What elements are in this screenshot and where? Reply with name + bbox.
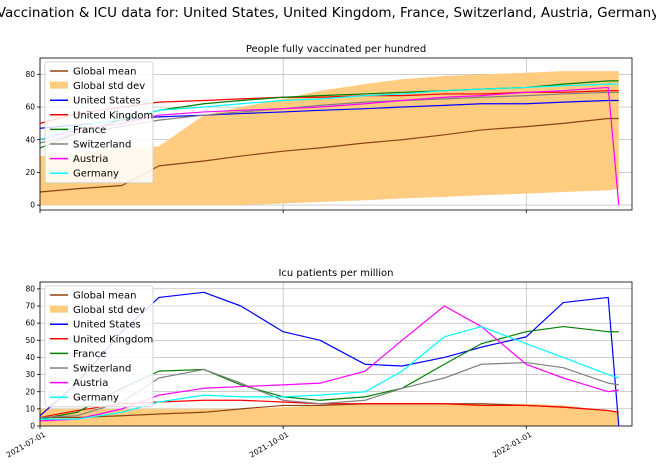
y-tick-label: 40: [25, 135, 35, 144]
legend-label-united-kingdom: United Kingdom: [73, 110, 153, 121]
x-tick-label: 2021-07-01: [5, 430, 47, 460]
y-tick-label: 20: [25, 387, 35, 396]
y-tick-label: 0: [30, 422, 35, 431]
legend-swatch-global-std: [50, 81, 68, 89]
legend-label-global-mean: Global mean: [73, 67, 136, 78]
y-tick-label: 30: [25, 370, 35, 379]
x-tick-label: 2022-01-01: [491, 430, 533, 460]
y-tick-label: 70: [25, 302, 35, 311]
legend-label-global-mean: Global mean: [73, 291, 136, 302]
legend-label-switzerland: Switzerland: [73, 364, 131, 375]
legend-label-austria: Austria: [73, 154, 108, 165]
legend-label-france: France: [73, 349, 106, 360]
legend-frame: [44, 285, 154, 408]
legend-label-austria: Austria: [73, 378, 108, 389]
figure-title: Vaccination & ICU data for: United State…: [0, 5, 656, 21]
axes-frame: [39, 57, 633, 211]
legend-label-global-std: Global std dev: [73, 305, 145, 316]
legend-label-germany: Germany: [73, 393, 119, 404]
y-tick-label: 0: [30, 201, 35, 210]
legend-label-global-std: Global std dev: [73, 81, 145, 92]
chart-vaccination: People fully vaccinated per hundred 0 20 4…: [25, 44, 633, 213]
y-tick-label: 80: [25, 70, 35, 79]
x-tick-label: 2021-10-01: [248, 430, 290, 460]
y-tick-label: 80: [25, 284, 35, 293]
y-tick-label: 40: [25, 353, 35, 362]
axes-frame: [39, 281, 633, 427]
y-tick-label: 10: [25, 404, 35, 413]
legend-label-france: France: [73, 125, 106, 136]
y-tick-label: 60: [25, 319, 35, 328]
chart-vaccination-title: People fully vaccinated per hundred: [246, 44, 426, 55]
chart-icu: Icu patients per million 0 10 20 30 40 50 60 70…: [5, 268, 633, 460]
std-dev-band: [40, 403, 619, 426]
legend-label-united-states: United States: [73, 96, 141, 107]
legend: Global mean Global std dev United States Un…: [44, 61, 154, 184]
legend-label-switzerland: Switzerland: [73, 140, 131, 151]
legend-swatch-global-std: [50, 305, 68, 313]
legend-label-germany: Germany: [73, 169, 119, 180]
legend-label-united-states: United States: [73, 320, 141, 331]
y-tick-label: 50: [25, 336, 35, 345]
legend-label-united-kingdom: United Kingdom: [73, 334, 153, 345]
legend-frame: [44, 61, 154, 184]
legend: Global mean Global std dev United States Un…: [44, 285, 154, 408]
y-tick-label: 20: [25, 168, 35, 177]
y-tick-label: 60: [25, 103, 35, 112]
chart-icu-title: Icu patients per million: [278, 268, 393, 279]
